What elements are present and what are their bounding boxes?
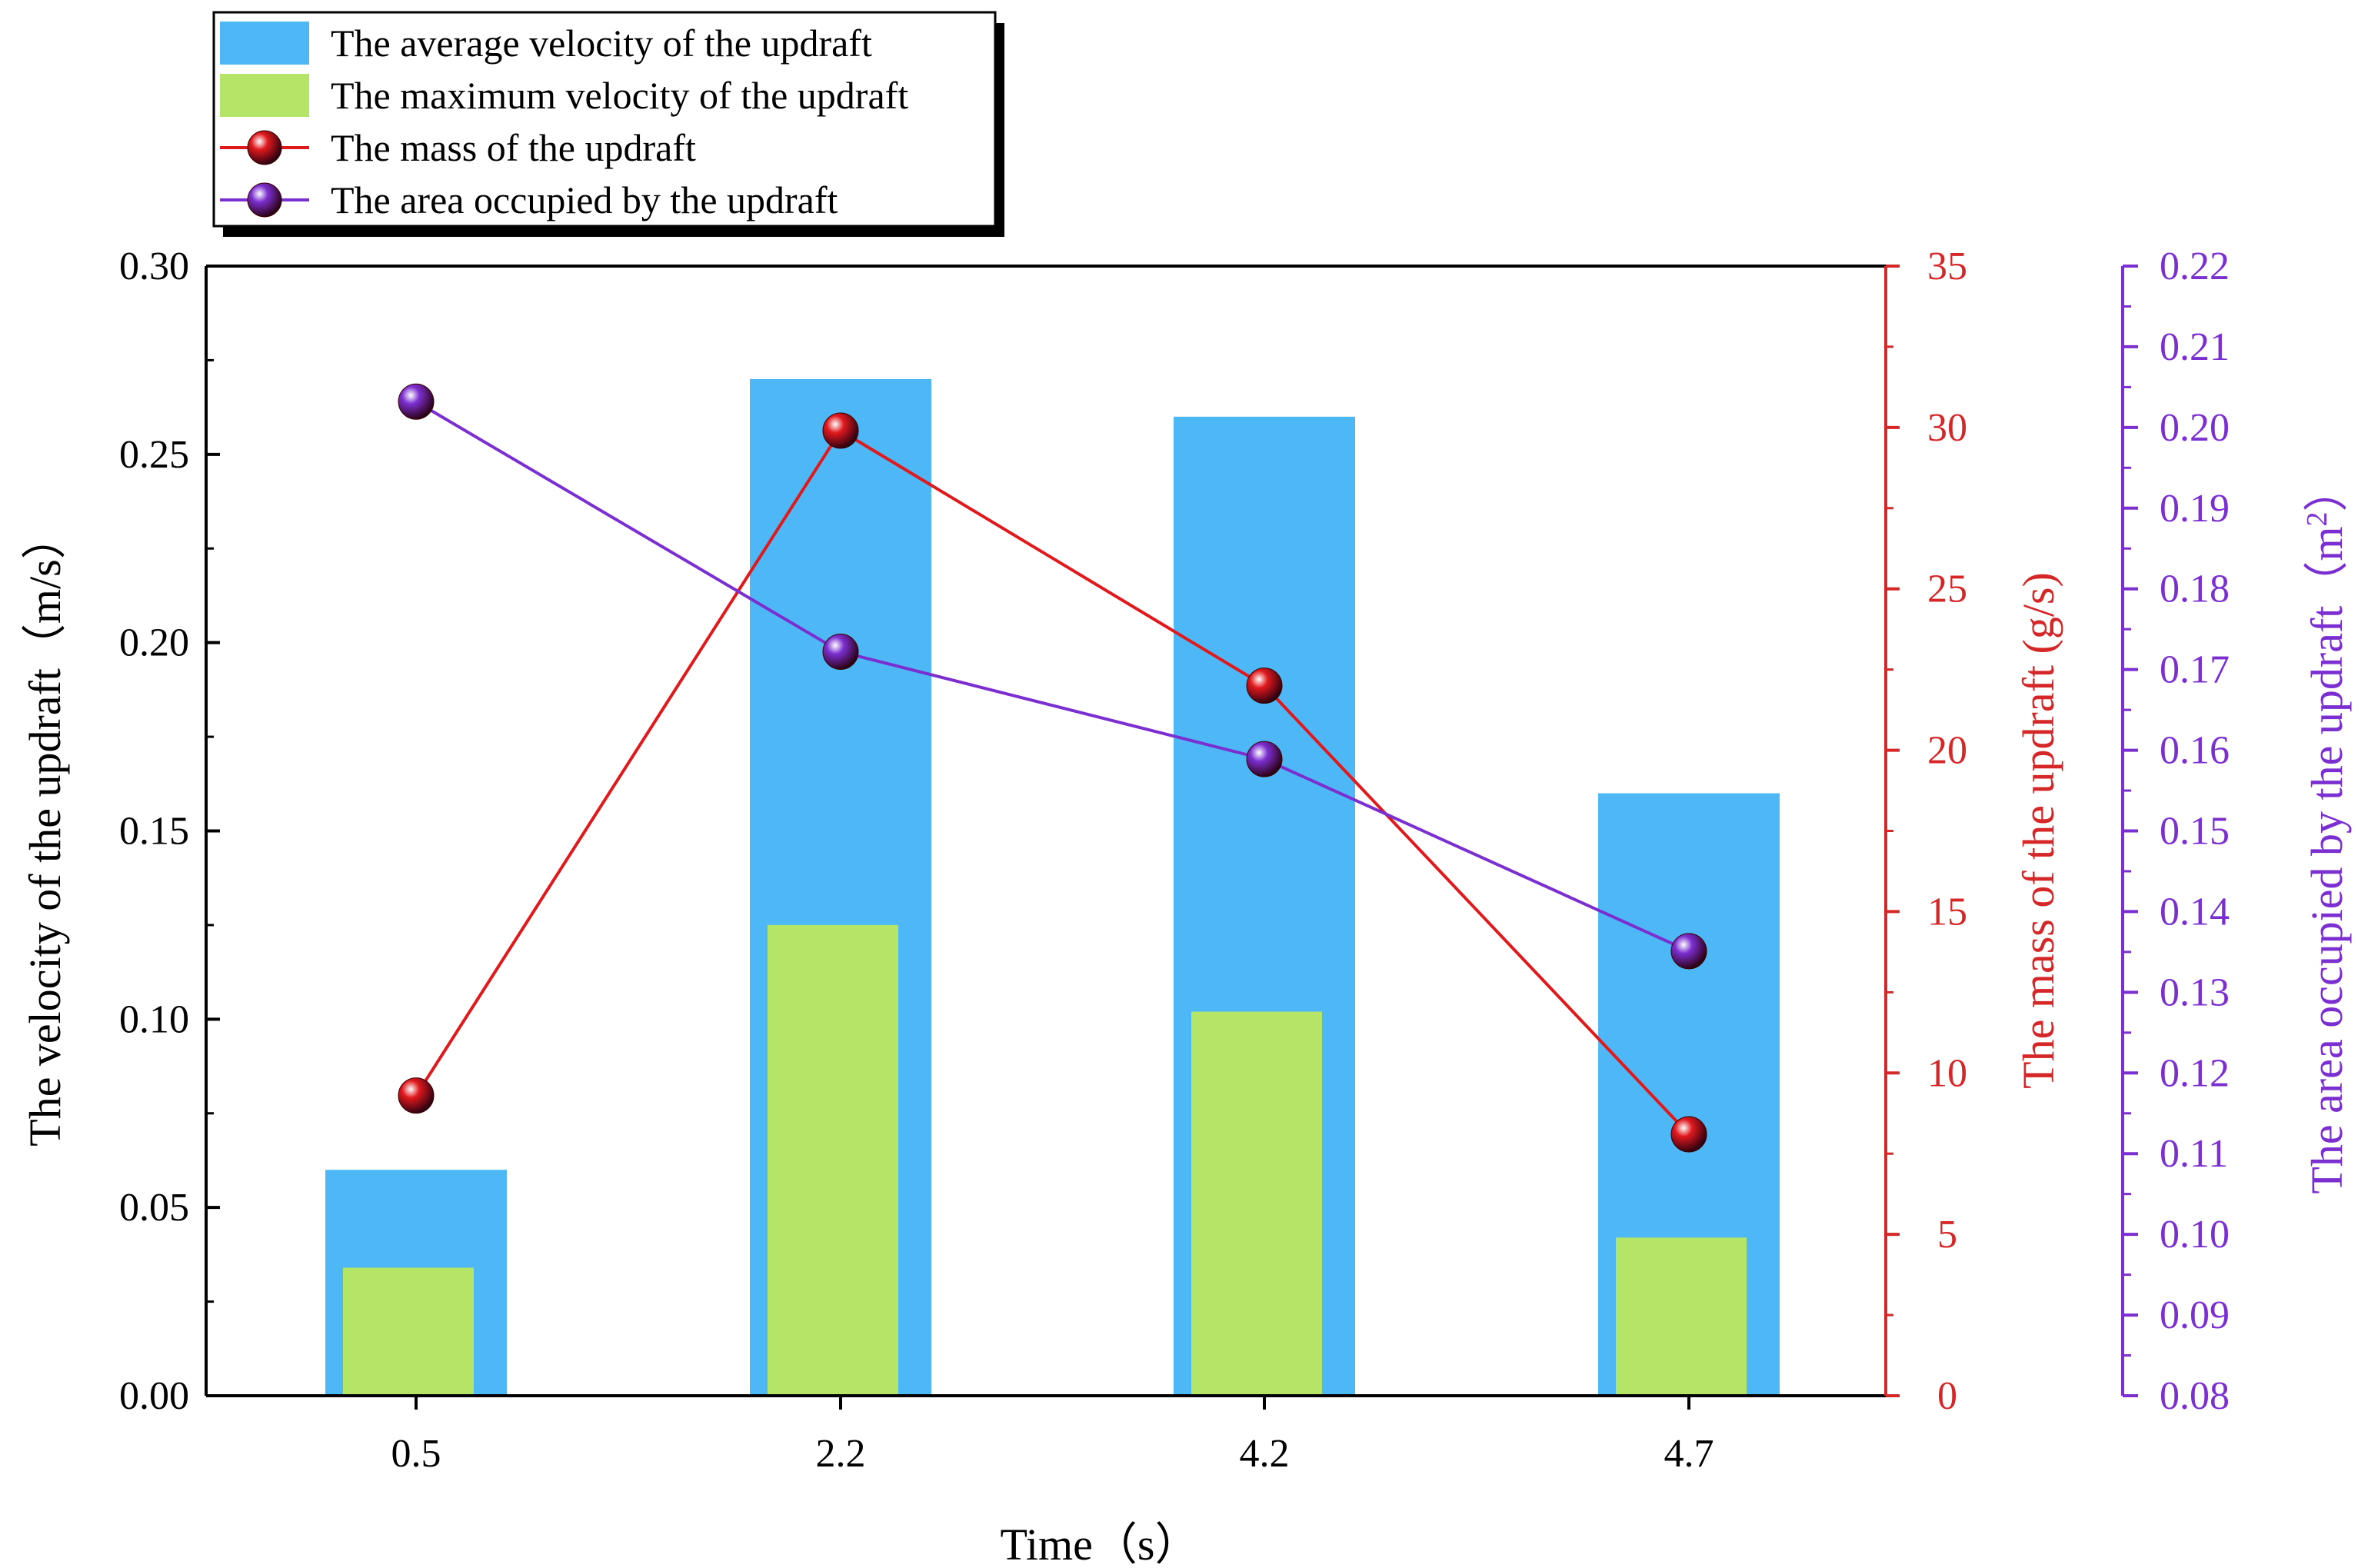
- area-point: [1246, 741, 1283, 777]
- area-axis-tick-label: 0.10: [2160, 1213, 2230, 1257]
- mass-axis-tick-label: 30: [1927, 406, 1967, 450]
- legend-box: [212, 11, 997, 228]
- left-axis-tick-label: 0.20: [119, 621, 189, 665]
- area-point: [398, 383, 435, 420]
- max-velocity-bar: [768, 924, 898, 1396]
- mass-point: [398, 1077, 435, 1114]
- legend-entry-label: The mass of the updraft: [331, 126, 696, 169]
- max-velocity-bar: [1616, 1237, 1747, 1396]
- mass-point: [1246, 667, 1283, 704]
- left-axis-title: The velocity of the updraft（m/s）: [20, 514, 70, 1146]
- area-axis-tick-label: 0.14: [2160, 890, 2230, 934]
- left-axis-tick-label: 0.05: [119, 1186, 189, 1230]
- legend-entry-label: The area occupied by the updraft: [331, 178, 838, 221]
- area-axis-tick-label: 0.13: [2160, 970, 2230, 1014]
- area-point: [822, 634, 859, 671]
- area-axis-title-superscript: 2: [2301, 511, 2333, 526]
- x-axis-tick-label: 2.2: [816, 1432, 866, 1476]
- mass-point: [1670, 1116, 1707, 1153]
- area-axis-tick-label: 0.21: [2160, 325, 2230, 369]
- max-velocity-bar: [343, 1267, 474, 1396]
- area-series-line: [415, 400, 1690, 953]
- mass-axis-title: The mass of the updraft (g/s): [2013, 572, 2063, 1089]
- area-axis-tick-label: 0.15: [2160, 810, 2230, 854]
- left-axis-tick-label: 0.00: [119, 1374, 189, 1418]
- area-axis-tick-label: 0.12: [2160, 1051, 2230, 1095]
- legend-swatch-avg-velocity: [220, 22, 309, 65]
- mass-axis-tick-label: 15: [1927, 890, 1967, 934]
- area-axis-title: The area occupied by the updraft（m2）: [2301, 467, 2352, 1193]
- area-axis-tick-label: 0.17: [2160, 648, 2230, 692]
- area-axis-tick-label: 0.11: [2160, 1132, 2228, 1176]
- mass-axis-tick-label: 25: [1927, 568, 1967, 611]
- area-axis-title-end: ）: [2302, 467, 2352, 511]
- area-axis-tick-label: 0.22: [2160, 245, 2230, 288]
- x-axis-tick-label: 0.5: [391, 1432, 441, 1476]
- legend-marker-swatch: [247, 182, 282, 218]
- mass-axis-tick-label: 20: [1927, 729, 1967, 773]
- x-axis-title: Time（s）: [1001, 1520, 1200, 1568]
- plot-area: 0.00 0.05 0.10 0.15 0.20 0.25 0.30 0 5 10 15 20 25 30…: [20, 11, 2352, 1568]
- mass-axis-tick-label: 35: [1927, 245, 1967, 288]
- x-axis-tick-label: 4.2: [1240, 1432, 1290, 1476]
- legend-swatch-max-velocity: [220, 74, 309, 117]
- mass-axis-tick-label: 10: [1927, 1051, 1967, 1095]
- mass-axis-tick-label: 5: [1937, 1213, 1957, 1257]
- left-axis-tick-label: 0.15: [119, 810, 189, 854]
- area-axis-tick-label: 0.09: [2160, 1293, 2230, 1337]
- area-axis-tick-label: 0.08: [2160, 1374, 2230, 1418]
- area-axis-tick-label: 0.18: [2160, 568, 2230, 611]
- area-axis-title-main: The area occupied by the updraft（m: [2302, 526, 2352, 1193]
- left-axis-tick-label: 0.30: [119, 245, 189, 288]
- mass-point: [822, 412, 859, 449]
- area-axis-tick-label: 0.16: [2160, 729, 2230, 773]
- legend-entry-label: The average velocity of the updraft: [331, 22, 872, 65]
- left-axis-tick-label: 0.10: [119, 997, 189, 1041]
- mass-axis-tick-label: 0: [1937, 1374, 1957, 1418]
- area-axis-tick-label: 0.19: [2160, 487, 2230, 531]
- area-point: [1670, 933, 1707, 970]
- legend-marker-swatch: [247, 130, 282, 165]
- x-axis-tick-label: 4.7: [1664, 1432, 1714, 1476]
- left-axis-tick-label: 0.25: [119, 433, 189, 477]
- legend-entry-label: The maximum velocity of the updraft: [331, 74, 908, 117]
- mass-series-line: [415, 428, 1690, 1136]
- area-axis-tick-label: 0.20: [2160, 406, 2230, 450]
- max-velocity-bar: [1191, 1011, 1322, 1396]
